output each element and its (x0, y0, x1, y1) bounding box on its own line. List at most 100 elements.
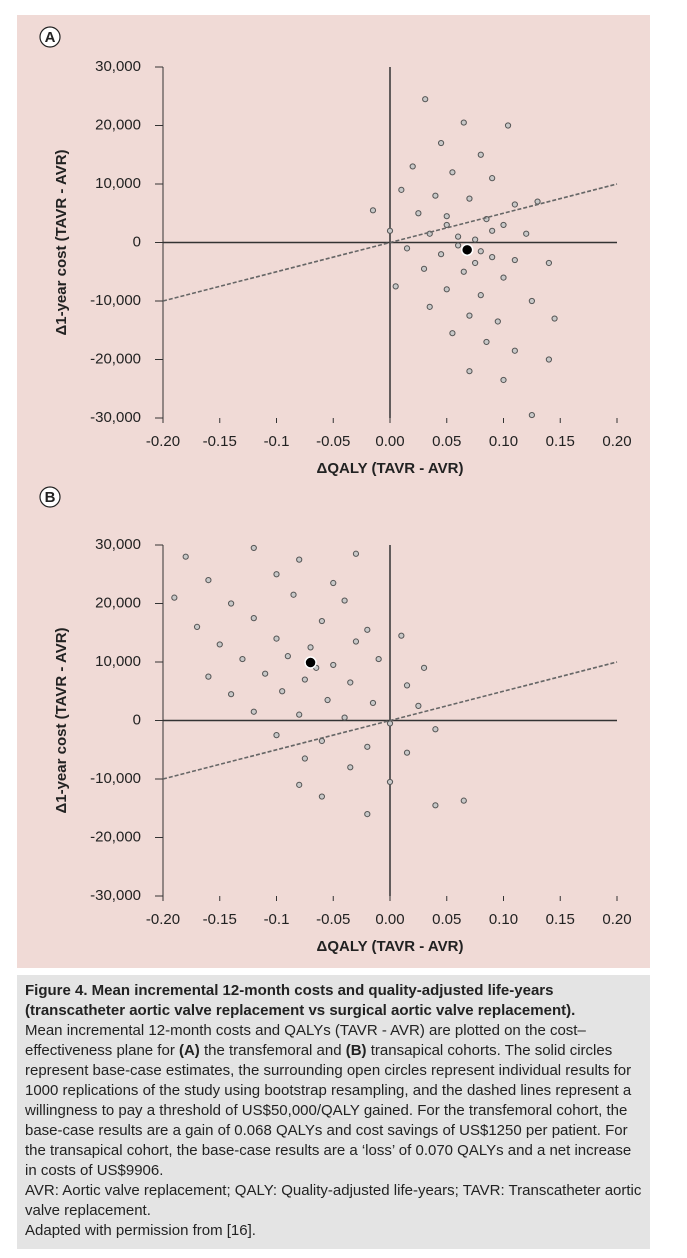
x-axis-label: ΔQALY (TAVR - AVR) (317, 460, 464, 477)
bootstrap-point (279, 688, 286, 695)
bootstrap-point (466, 368, 473, 375)
bootstrap-point (364, 626, 371, 633)
x-tick-label: -0.1 (264, 911, 290, 928)
bootstrap-point (483, 216, 490, 223)
caption-abbreviations: AVR: Aortic valve replacement; QALY: Qua… (25, 1182, 642, 1219)
bootstrap-point (341, 597, 348, 604)
bootstrap-point (239, 655, 246, 663)
bootstrap-point (273, 571, 280, 578)
x-tick-label: 0.10 (489, 911, 518, 928)
y-tick-label: 20,000 (95, 594, 141, 611)
bootstrap-point (324, 696, 331, 704)
x-tick-label: -0.20 (146, 433, 180, 450)
bootstrap-point (443, 213, 450, 220)
bootstrap-point (420, 265, 428, 272)
caption-title-text: Figure 4. Mean incremental 12-month cost… (25, 982, 576, 1019)
bootstrap-point (347, 764, 354, 771)
bootstrap-point (511, 347, 518, 354)
bootstrap-point (489, 254, 496, 261)
bootstrap-point (449, 169, 456, 176)
bootstrap-point (489, 175, 496, 182)
x-tick-label: 0.15 (546, 433, 575, 450)
x-tick-label: 0.20 (602, 433, 631, 450)
bootstrap-point (250, 708, 257, 715)
y-tick-label: -20,000 (90, 828, 141, 845)
bootstrap-point (296, 556, 303, 563)
bootstrap-point (352, 550, 360, 557)
bootstrap-point (443, 286, 450, 293)
x-tick-label: -0.05 (316, 433, 350, 450)
bootstrap-point (205, 673, 212, 680)
caption-text: transapical cohorts. The solid circles r… (25, 1042, 632, 1179)
bootstrap-point (443, 221, 450, 229)
bootstrap-point (171, 594, 178, 601)
bootstrap-point (318, 617, 325, 625)
bootstrap-point (352, 638, 360, 645)
bootstrap-point (460, 268, 467, 275)
caption-text: (A) (178, 1042, 200, 1059)
bootstrap-point (511, 201, 518, 208)
bootstrap-point (386, 778, 394, 786)
panel-label: A (45, 29, 56, 46)
threshold-line (162, 661, 618, 780)
bootstrap-point (483, 338, 490, 346)
y-tick-label: -20,000 (90, 350, 141, 367)
y-tick-label: -10,000 (90, 770, 141, 787)
bootstrap-point (216, 641, 223, 648)
caption: Figure 4. Mean incremental 12-month cost… (17, 975, 650, 1249)
bootstrap-point (284, 653, 291, 660)
x-tick-label: 0.05 (432, 911, 461, 928)
y-tick-label: -30,000 (90, 409, 141, 426)
panel-label-circle (39, 26, 61, 48)
bootstrap-point (369, 207, 377, 214)
bootstrap-point (494, 318, 501, 325)
bootstrap-point (504, 122, 512, 129)
bootstrap-point (437, 139, 445, 147)
bootstrap-point (205, 577, 212, 584)
caption-body: Mean incremental 12-month costs and QALY… (25, 1021, 642, 1181)
bootstrap-point (528, 297, 535, 305)
bootstrap-point (341, 714, 348, 721)
panel-label: B (45, 489, 56, 506)
bootstrap-point (545, 356, 553, 363)
bootstrap-point (273, 732, 280, 739)
bootstrap-point (422, 96, 429, 103)
x-tick-label: 0.20 (602, 911, 631, 928)
bootstrap-point (262, 670, 269, 677)
y-tick-label: 30,000 (95, 536, 141, 553)
bootstrap-point (250, 544, 257, 552)
bootstrap-point (432, 802, 439, 809)
y-tick-label: 10,000 (95, 175, 141, 192)
bootstrap-point (472, 236, 479, 243)
bootstrap-point (437, 251, 445, 258)
x-tick-label: 0.00 (375, 433, 404, 450)
bootstrap-point (296, 711, 303, 718)
x-axis-label: ΔQALY (TAVR - AVR) (317, 938, 464, 955)
bootstrap-point (330, 579, 337, 587)
bootstrap-point (415, 702, 422, 709)
caption-text: the transfemoral and (199, 1042, 346, 1059)
bootstrap-point (523, 230, 530, 237)
bootstrap-point (290, 591, 297, 598)
y-tick-label: 0 (133, 711, 141, 728)
bootstrap-point (386, 720, 394, 727)
bootstrap-point (228, 691, 235, 698)
y-tick-label: 30,000 (95, 58, 141, 75)
bootstrap-point (500, 376, 507, 384)
bootstrap-point (477, 292, 484, 299)
x-tick-label: -0.05 (316, 911, 350, 928)
bootstrap-point (551, 315, 558, 322)
bootstrap-point (455, 242, 462, 249)
caption-text: (B) (345, 1042, 367, 1059)
bootstrap-point (398, 186, 405, 193)
bootstrap-point (386, 227, 394, 234)
bootstrap-point (511, 256, 518, 264)
bootstrap-point (403, 245, 411, 252)
y-axis-label: Δ1-year cost (TAVR - AVR) (53, 149, 70, 335)
figure: A -30,000 -20,000 -10,000 0 10,000 20,000 30,00… (17, 15, 650, 968)
bootstrap-point (228, 600, 235, 607)
bootstrap-point (301, 755, 308, 762)
bootstrap-point (403, 749, 411, 756)
bootstrap-point (466, 312, 473, 319)
y-tick-label: 10,000 (95, 653, 141, 670)
